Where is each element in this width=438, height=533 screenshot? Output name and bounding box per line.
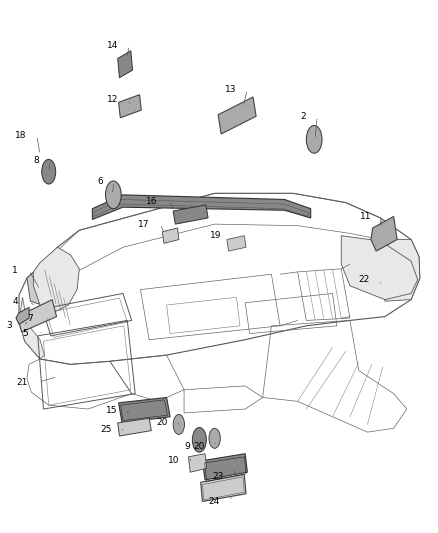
Polygon shape [188, 454, 207, 472]
Polygon shape [119, 398, 170, 423]
Polygon shape [119, 95, 141, 118]
Ellipse shape [42, 159, 56, 184]
Text: 9: 9 [185, 441, 191, 450]
Text: 6: 6 [98, 177, 103, 186]
Text: 14: 14 [107, 41, 119, 50]
Polygon shape [173, 205, 208, 224]
Text: 25: 25 [101, 425, 112, 434]
Text: 17: 17 [138, 220, 149, 229]
Text: 20: 20 [156, 418, 167, 427]
Polygon shape [33, 247, 79, 313]
Text: 18: 18 [14, 131, 26, 140]
Text: 20: 20 [194, 441, 205, 450]
Text: 19: 19 [210, 231, 221, 240]
Polygon shape [380, 239, 420, 301]
Polygon shape [202, 454, 247, 480]
Text: 24: 24 [208, 497, 220, 506]
Polygon shape [16, 308, 29, 324]
Text: 23: 23 [212, 472, 223, 481]
Polygon shape [27, 263, 62, 305]
Ellipse shape [306, 125, 322, 154]
Ellipse shape [173, 415, 184, 434]
Text: 12: 12 [107, 95, 119, 104]
Text: 1: 1 [12, 266, 18, 275]
Polygon shape [17, 300, 57, 332]
Text: 4: 4 [13, 297, 18, 305]
Polygon shape [118, 51, 133, 78]
Polygon shape [227, 236, 246, 251]
Polygon shape [201, 474, 246, 502]
Polygon shape [92, 195, 311, 220]
Text: 3: 3 [7, 321, 12, 330]
Text: 8: 8 [33, 157, 39, 165]
Text: 2: 2 [301, 112, 306, 121]
Text: 5: 5 [22, 329, 28, 338]
Text: 7: 7 [28, 314, 33, 324]
Text: 15: 15 [106, 406, 118, 415]
Text: 22: 22 [358, 275, 370, 284]
Ellipse shape [192, 427, 206, 452]
Polygon shape [341, 236, 418, 300]
Ellipse shape [209, 429, 220, 448]
Polygon shape [371, 216, 397, 251]
Text: 11: 11 [360, 212, 372, 221]
Polygon shape [162, 228, 179, 244]
Polygon shape [19, 297, 44, 359]
Polygon shape [118, 418, 151, 436]
Ellipse shape [106, 181, 121, 209]
Text: 21: 21 [16, 377, 28, 386]
Text: 16: 16 [146, 197, 158, 206]
Polygon shape [218, 97, 256, 134]
Text: 13: 13 [225, 85, 237, 94]
Text: 10: 10 [168, 456, 180, 465]
